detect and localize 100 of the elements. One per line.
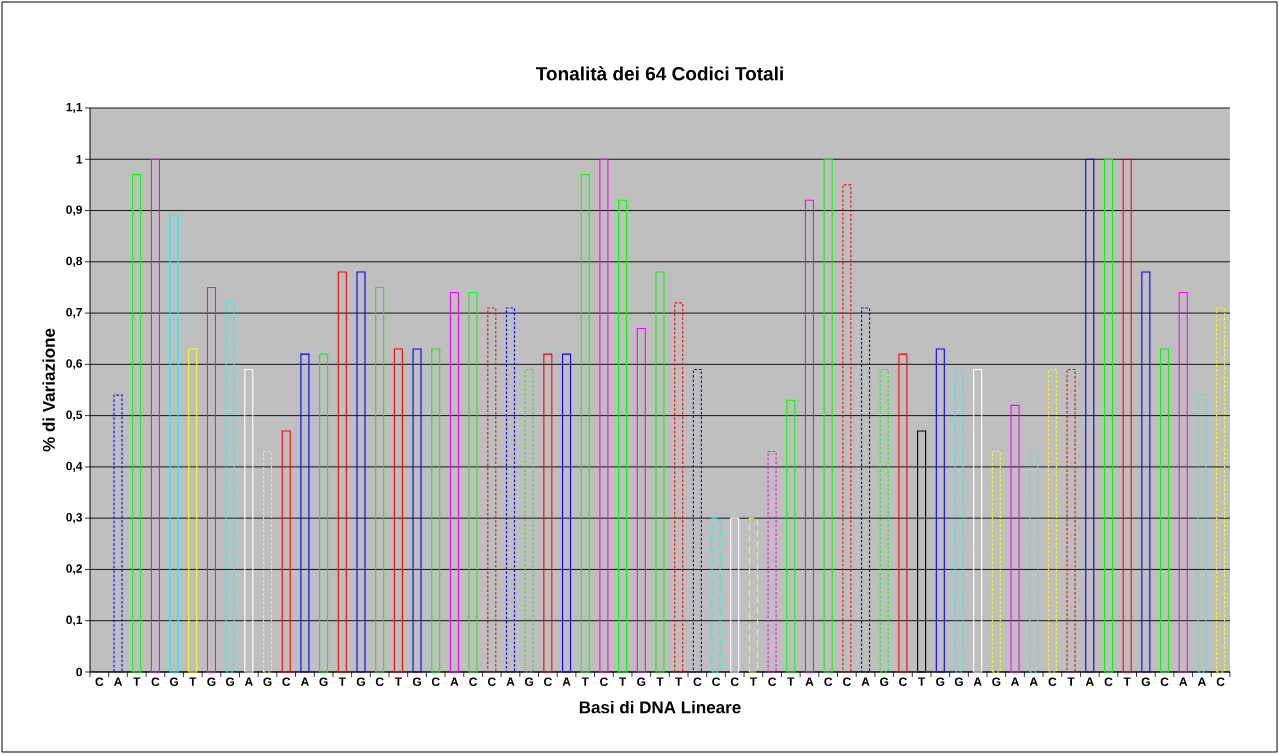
x-tick-label: C bbox=[899, 677, 907, 687]
x-tick-label: A bbox=[450, 677, 459, 686]
x-tick-label: T bbox=[338, 677, 346, 686]
x-tick-label: A bbox=[973, 677, 982, 686]
x-tick-label: T bbox=[619, 677, 627, 686]
x-tick-label: T bbox=[918, 677, 926, 686]
x-tick-label: T bbox=[189, 677, 197, 686]
x-tick-label: G bbox=[954, 677, 963, 687]
bar bbox=[505, 307, 516, 673]
bar bbox=[860, 307, 871, 673]
x-tick-label: A bbox=[506, 677, 515, 686]
x-tick-label: T bbox=[675, 677, 683, 686]
x-tick-label: G bbox=[524, 677, 534, 687]
x-tick-label: G bbox=[936, 677, 945, 687]
bar bbox=[580, 174, 590, 673]
bar bbox=[1010, 404, 1020, 673]
bar bbox=[150, 158, 160, 673]
bar bbox=[786, 399, 796, 673]
x-tick-label: A bbox=[805, 677, 814, 686]
x-tick-label: A bbox=[1011, 677, 1020, 686]
x-tick-label: C bbox=[843, 677, 851, 687]
bar bbox=[113, 394, 123, 673]
bar bbox=[1103, 158, 1114, 673]
x-tick-label: G bbox=[880, 677, 889, 687]
x-tick-label: C bbox=[544, 677, 552, 687]
x-tick-label: C bbox=[1160, 677, 1169, 687]
x-tick-label: C bbox=[431, 677, 440, 687]
x-tick-label: T bbox=[394, 677, 402, 686]
x-tick-label: A bbox=[1197, 677, 1206, 686]
x-tick-label: A bbox=[244, 677, 253, 686]
x-tick-label: C bbox=[824, 677, 833, 687]
bar bbox=[842, 184, 852, 673]
x-tick-label: C bbox=[693, 677, 702, 687]
x-tick-label: G bbox=[225, 677, 235, 687]
y-tick-label: 0,2 bbox=[66, 564, 82, 575]
y-axis-title: % di Variazione bbox=[42, 328, 55, 452]
y-tick-label: 0,6 bbox=[66, 359, 83, 370]
x-tick-label: C bbox=[1104, 677, 1113, 687]
x-tick-label: T bbox=[581, 677, 589, 686]
x-tick-label: C bbox=[1048, 677, 1057, 687]
bar bbox=[1159, 348, 1170, 673]
x-tick-label: C bbox=[487, 677, 496, 687]
bar bbox=[804, 199, 815, 673]
chart-title: Tonalità dei 64 Codici Totali bbox=[535, 66, 783, 81]
bar bbox=[730, 517, 740, 673]
x-tick-label: T bbox=[749, 677, 757, 686]
bar bbox=[599, 158, 609, 673]
bar bbox=[244, 368, 254, 673]
x-tick-label: A bbox=[1029, 677, 1038, 686]
bar bbox=[655, 271, 665, 673]
bar bbox=[319, 353, 329, 673]
x-tick-label: T bbox=[656, 677, 664, 686]
bar bbox=[1178, 292, 1188, 673]
x-tick-label: C bbox=[730, 677, 739, 687]
x-tick-label: T bbox=[787, 677, 795, 686]
bar bbox=[674, 302, 684, 673]
bar bbox=[132, 174, 142, 673]
x-tick-label: G bbox=[637, 677, 646, 687]
bar bbox=[823, 158, 833, 673]
x-tick-label: T bbox=[133, 677, 141, 686]
x-tick-label: C bbox=[469, 677, 478, 687]
x-tick-label: A bbox=[861, 677, 870, 686]
x-tick-label: A bbox=[562, 677, 571, 686]
bar bbox=[1066, 368, 1076, 673]
x-tick-label: C bbox=[282, 677, 291, 687]
x-tick-label: C bbox=[712, 677, 721, 687]
bar bbox=[468, 292, 478, 673]
x-tick-label: T bbox=[1067, 677, 1075, 686]
x-tick-label: C bbox=[151, 677, 160, 687]
bar bbox=[618, 199, 628, 673]
x-tick-label: C bbox=[1216, 677, 1225, 687]
bar bbox=[375, 286, 385, 673]
x-tick-label: G bbox=[207, 677, 216, 687]
y-tick-label: 0,3 bbox=[66, 513, 83, 524]
y-tick-label: 0,7 bbox=[66, 307, 82, 319]
y-tick-label: 0,8 bbox=[66, 256, 83, 267]
y-tick-label: 0 bbox=[76, 667, 82, 677]
x-tick-label: C bbox=[95, 677, 104, 687]
bar bbox=[973, 368, 983, 673]
bar bbox=[206, 286, 217, 673]
y-tick-label: 1,1 bbox=[66, 102, 83, 114]
x-tick-label: G bbox=[992, 677, 1001, 687]
x-tick-label: G bbox=[356, 677, 365, 687]
bar bbox=[449, 292, 459, 673]
x-tick-label: G bbox=[1141, 677, 1150, 687]
x-tick-label: A bbox=[300, 677, 309, 686]
x-tick-label: C bbox=[768, 677, 777, 687]
y-tick-label: 0,4 bbox=[66, 461, 83, 473]
x-tick-label: T bbox=[1123, 677, 1131, 686]
x-tick-label: G bbox=[319, 677, 328, 687]
y-tick-label: 0,1 bbox=[66, 615, 83, 626]
bar bbox=[767, 450, 777, 673]
x-tick-label: G bbox=[169, 677, 179, 687]
bar bbox=[487, 307, 497, 673]
x-tick-label: C bbox=[375, 677, 384, 687]
bar bbox=[692, 368, 702, 673]
bar bbox=[636, 327, 646, 673]
y-tick-label: 1 bbox=[76, 155, 83, 164]
y-tick-label: 0,9 bbox=[66, 205, 83, 216]
x-axis-title: Basi di DNA Lineare bbox=[579, 700, 741, 714]
